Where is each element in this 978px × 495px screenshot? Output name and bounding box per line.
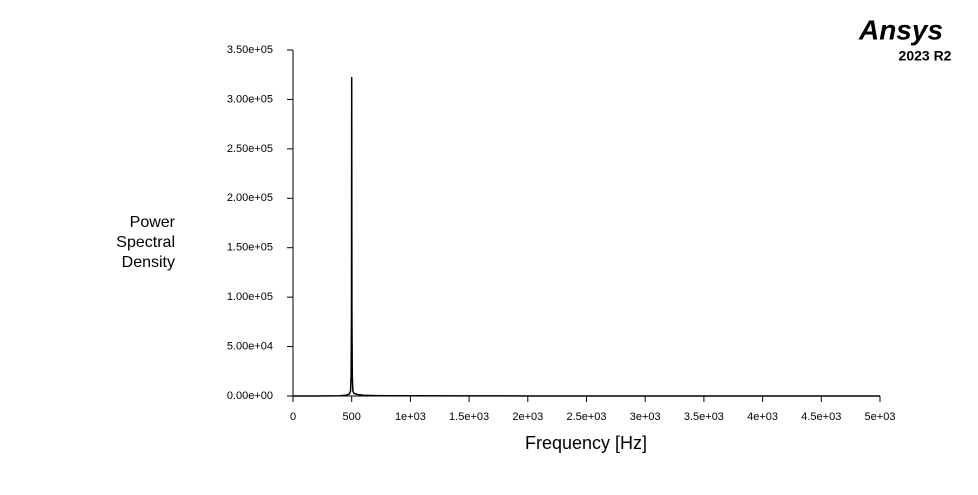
logo-version: 2023 R2: [899, 48, 952, 64]
y-tick-label: 1.50e+05: [227, 242, 273, 254]
x-tick-label: 1e+03: [395, 411, 426, 423]
y-axis-label: Power: [130, 214, 176, 231]
y-tick-label: 3.50e+05: [227, 44, 273, 56]
y-tick-label: 5.00e+04: [227, 340, 273, 352]
data-line: [293, 76, 880, 397]
x-tick-label: 2.5e+03: [566, 411, 606, 423]
x-tick-label: 4e+03: [747, 411, 778, 423]
y-tick-label: 2.50e+05: [227, 143, 273, 155]
y-axis-label: Density: [122, 254, 175, 271]
x-tick-label: 3e+03: [630, 411, 661, 423]
y-axis-label: Spectral: [116, 234, 175, 251]
x-tick-label: 3.5e+03: [684, 411, 724, 423]
logo-name: Ansys: [858, 14, 943, 45]
y-tick-label: 3.00e+05: [227, 93, 273, 105]
x-tick-label: 0: [290, 411, 296, 423]
x-axis-label: Frequency [Hz]: [525, 433, 647, 453]
y-tick-label: 2.00e+05: [227, 192, 273, 204]
x-tick-label: 2e+03: [512, 411, 543, 423]
x-tick-label: 1.5e+03: [449, 411, 489, 423]
x-tick-label: 4.5e+03: [801, 411, 841, 423]
y-tick-label: 1.00e+05: [227, 291, 273, 303]
y-tick-label: 0.00e+00: [227, 390, 273, 402]
x-tick-label: 500: [343, 411, 361, 423]
x-tick-label: 5e+03: [865, 411, 896, 423]
